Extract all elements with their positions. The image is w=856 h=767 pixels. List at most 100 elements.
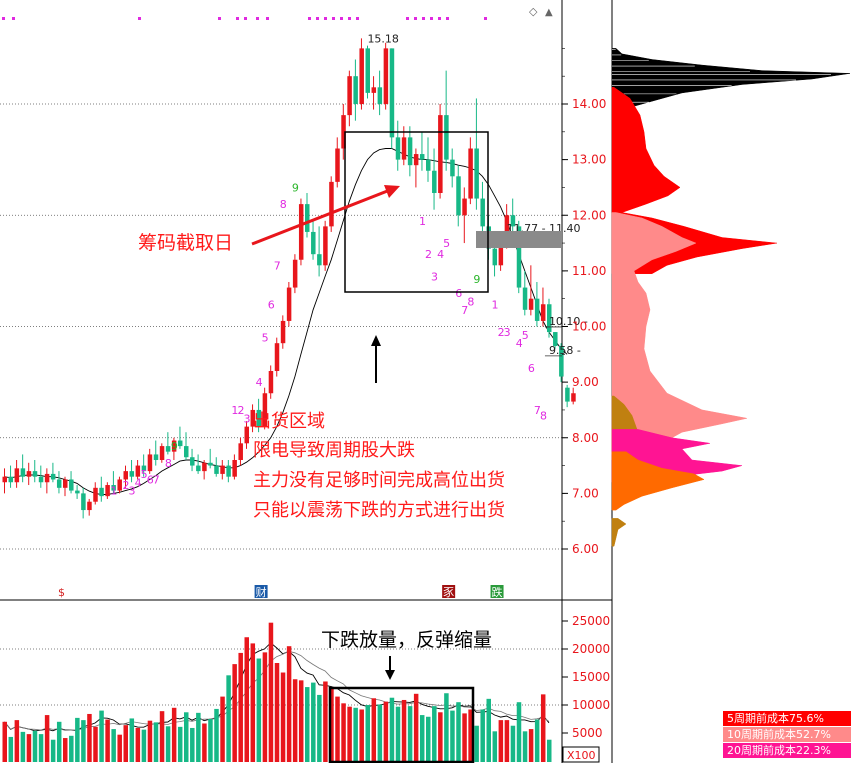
legend-10-period: 10周期前成本52.7% (723, 727, 851, 742)
sequence-marker-21: 4 (437, 248, 444, 261)
top-dot-5 (244, 17, 247, 20)
candle-69 (419, 131, 425, 171)
candle-18 (111, 471, 116, 494)
volume-bar-53 (323, 681, 328, 762)
volume-bar-68 (413, 693, 419, 762)
grid-lines (0, 103, 562, 706)
top-dot-15 (406, 17, 409, 20)
candle-27 (165, 432, 171, 455)
top-dot-7 (266, 17, 269, 20)
candle-22 (135, 460, 141, 480)
candle-5 (32, 460, 38, 483)
volume-bar-10 (63, 738, 68, 762)
candle-body-25 (153, 454, 159, 460)
volume-bar-43 (262, 652, 268, 762)
chip-cutoff-arrow-shaft (251, 188, 391, 246)
sequence-marker-28: 2 (498, 326, 505, 339)
volume-bar-44 (268, 622, 274, 762)
volume-bar-89 (540, 694, 546, 762)
volume-tick-label-1: 20000 (572, 642, 610, 656)
candle-body-64 (389, 48, 395, 138)
legend-5-period-label: 5周期前成本75.6% (727, 712, 824, 725)
volume-bar-21 (129, 718, 135, 762)
candle-body-11 (69, 479, 74, 491)
candle-body-18 (111, 485, 116, 491)
price-tick-label-2: 12.00 (572, 208, 606, 222)
volume-bar-77 (468, 709, 473, 762)
top-dot-3 (218, 17, 221, 20)
candle-body-6 (38, 476, 44, 483)
collapse-icon[interactable]: ▲ (545, 7, 553, 18)
candle-41 (250, 404, 256, 433)
top-dot-21 (484, 17, 487, 20)
candle-92 (559, 343, 564, 383)
candle-body-48 (292, 259, 298, 288)
volume-bar-1 (8, 736, 14, 762)
candle-37 (226, 460, 231, 483)
top-dot-10 (324, 17, 327, 20)
candle-body-9 (56, 479, 62, 488)
distribution-box (344, 131, 489, 293)
candle-body-75 (456, 176, 461, 216)
volume-bar-83 (504, 720, 510, 762)
diamond-icon[interactable]: ◇ (529, 5, 538, 18)
sequence-marker-15: 7 (274, 259, 281, 272)
top-dot-11 (332, 17, 335, 20)
candle-65 (395, 120, 401, 171)
volume-bar-12 (75, 717, 80, 762)
volume-bar-19 (117, 734, 122, 762)
event-marker-bg-1 (254, 585, 268, 598)
candle-46 (280, 315, 286, 349)
candle-body-38 (232, 460, 237, 477)
candle-94 (571, 387, 576, 405)
candle-68 (413, 148, 419, 188)
candle-43 (262, 387, 268, 430)
volume-bar-52 (317, 694, 322, 762)
volume-bar-33 (202, 723, 207, 762)
candle-36 (220, 460, 225, 480)
top-dot-19 (438, 17, 441, 20)
candle-body-43 (262, 393, 268, 427)
volume-bar-7 (44, 715, 50, 762)
up-arrow-head (371, 335, 381, 346)
candle-body-5 (32, 471, 38, 477)
candle-body-54 (329, 181, 334, 227)
candle-55 (335, 137, 340, 188)
candle-23 (141, 454, 147, 477)
top-dot-4 (236, 17, 239, 20)
candle-24 (147, 448, 153, 474)
sequence-marker-19: 2 (425, 248, 432, 261)
price-label-3: 9.58 - (549, 344, 581, 357)
candle-78 (474, 98, 479, 210)
volume-bar-15 (93, 726, 98, 762)
candle-20 (123, 465, 128, 488)
candle-body-49 (298, 204, 304, 260)
candle-67 (407, 126, 413, 177)
down-arrow-head (385, 670, 395, 680)
candle-body-34 (208, 462, 213, 466)
top-dot-9 (316, 17, 319, 20)
candle-12 (75, 485, 80, 499)
sequence-marker-17: 9 (292, 181, 299, 194)
candle-body-85 (516, 226, 522, 288)
candle-45 (274, 337, 280, 377)
candle-86 (522, 270, 528, 316)
legend-10-period-label: 10周期前成本52.7% (727, 728, 831, 741)
volume-bar-57 (347, 706, 352, 762)
chip-profile-shape-5 (611, 451, 705, 511)
sequence-marker-2: 3 (129, 485, 136, 498)
volume-unit-box (562, 746, 600, 763)
candle-54 (329, 176, 334, 232)
candle-76 (462, 187, 467, 244)
volume-bar-60 (365, 705, 370, 762)
candle-44 (268, 365, 274, 399)
price-tick-label-5: 9.00 (572, 375, 599, 389)
candle-body-39 (238, 443, 243, 460)
candle-body-51 (311, 231, 316, 255)
candle-body-84 (510, 215, 516, 227)
candle-47 (286, 282, 292, 327)
candle-4 (26, 462, 32, 486)
candle-73 (444, 70, 449, 171)
sequence-marker-26: 9 (473, 273, 480, 286)
